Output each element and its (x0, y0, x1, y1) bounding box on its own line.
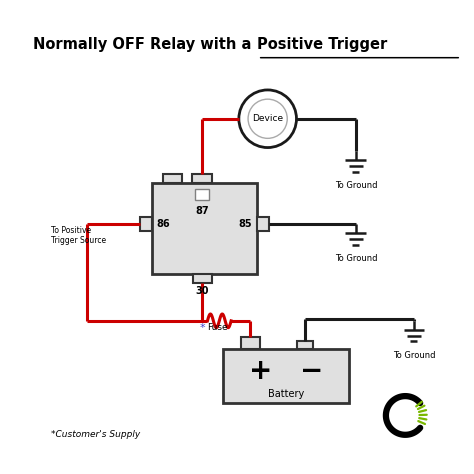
Text: 85: 85 (238, 219, 252, 229)
Bar (163, 174, 182, 183)
Circle shape (239, 90, 296, 147)
Bar (195, 189, 209, 200)
Bar (152, 183, 257, 273)
Text: −: − (300, 357, 323, 385)
Text: To Ground: To Ground (335, 181, 377, 190)
Text: Positive Trigger: Positive Trigger (257, 37, 387, 52)
Text: 30: 30 (195, 286, 209, 296)
Bar (257, 217, 269, 231)
Text: To Ground: To Ground (335, 254, 377, 263)
Circle shape (248, 99, 287, 138)
Bar (241, 337, 260, 349)
Text: To Positive
Trigger Source: To Positive Trigger Source (51, 226, 106, 246)
Text: Device: Device (252, 114, 283, 123)
Bar (192, 273, 211, 283)
Bar (192, 174, 212, 183)
Text: Normally OFF Relay with a: Normally OFF Relay with a (33, 37, 257, 52)
Text: To Ground: To Ground (392, 350, 435, 359)
Text: 86: 86 (157, 219, 170, 229)
Bar (139, 217, 152, 231)
Text: +: + (249, 357, 272, 385)
Text: Battery: Battery (268, 389, 304, 399)
Text: *Customer's Supply: *Customer's Supply (51, 430, 140, 439)
Bar (297, 341, 313, 349)
Bar (222, 349, 349, 402)
Text: 87: 87 (195, 206, 209, 216)
Text: Fuse: Fuse (208, 323, 228, 332)
Text: *: * (200, 323, 205, 333)
